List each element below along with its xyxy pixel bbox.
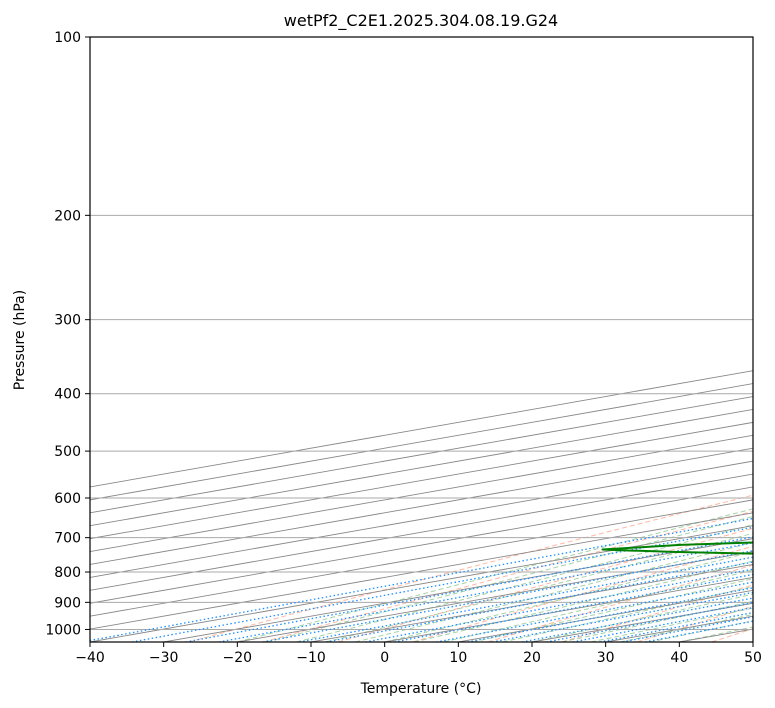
x-axis-title: Temperature (°C)	[360, 681, 482, 697]
y-tick-label: 700	[54, 531, 81, 547]
mixing-ratio-line	[299, 556, 753, 642]
mixing-ratio-line	[131, 526, 753, 642]
moist-adiabat-line	[384, 551, 753, 642]
x-tick-label: 20	[523, 650, 541, 666]
isotherm-line	[90, 499, 753, 617]
x-tick-label: 0	[380, 650, 389, 666]
y-tick-label: 1000	[45, 622, 81, 638]
x-tick-label: −30	[149, 650, 179, 666]
isotherm-line	[90, 447, 753, 565]
dry-adiabat-line	[562, 584, 753, 642]
mixing-ratio-line	[185, 536, 753, 642]
mixing-ratio-line	[218, 542, 753, 642]
axes: −40 −30 −20 −10 0 10 20 30 40 50 100 200 300 400 500 60…	[45, 30, 762, 666]
x-tick-label: 50	[744, 650, 762, 666]
isotherm-line	[90, 512, 753, 630]
isotherm-line	[163, 538, 753, 642]
moist-adiabat-line	[531, 593, 753, 642]
mixing-ratio-line	[572, 606, 753, 642]
x-tick-label: −10	[296, 650, 326, 666]
mixing-ratio-line	[599, 611, 753, 642]
plot-area	[90, 37, 753, 642]
isotherm-line	[90, 460, 753, 578]
isotherm-line	[90, 525, 753, 642]
plot-frame	[89, 36, 754, 643]
y-axis-title: Pressure (hPa)	[12, 290, 28, 390]
moist-adiabat-line	[296, 524, 753, 642]
y-tick-label: 400	[54, 387, 81, 403]
mixing-ratio-line	[325, 561, 753, 642]
isotherm-line	[90, 486, 753, 604]
isotherm-line	[90, 473, 753, 591]
moist-adiabat-line	[502, 586, 753, 642]
y-tick-label: 500	[54, 444, 81, 460]
mixing-ratio-line	[622, 616, 753, 642]
x-tick-label: −40	[75, 650, 105, 666]
y-tick-label: 100	[54, 30, 81, 46]
mixing-ratio-line	[262, 549, 753, 642]
isotherm-line	[90, 434, 753, 553]
x-tick-label: 10	[449, 650, 467, 666]
y-tick-label: 200	[54, 208, 81, 224]
y-tick-label: 600	[54, 491, 81, 507]
x-tick-label: 40	[670, 650, 688, 666]
y-tick-label: 300	[54, 313, 81, 329]
y-tick-label: 800	[54, 565, 81, 581]
dry-adiabat-line	[188, 494, 753, 642]
chart-title: wetPf2_C2E1.2025.304.08.19.G24	[284, 11, 558, 31]
x-tick-label: 30	[597, 650, 615, 666]
x-tick-label: −20	[223, 650, 253, 666]
moist-adiabat-line	[325, 532, 753, 642]
mixing-ratio-line	[546, 601, 753, 642]
y-tick-label: 900	[54, 595, 81, 611]
